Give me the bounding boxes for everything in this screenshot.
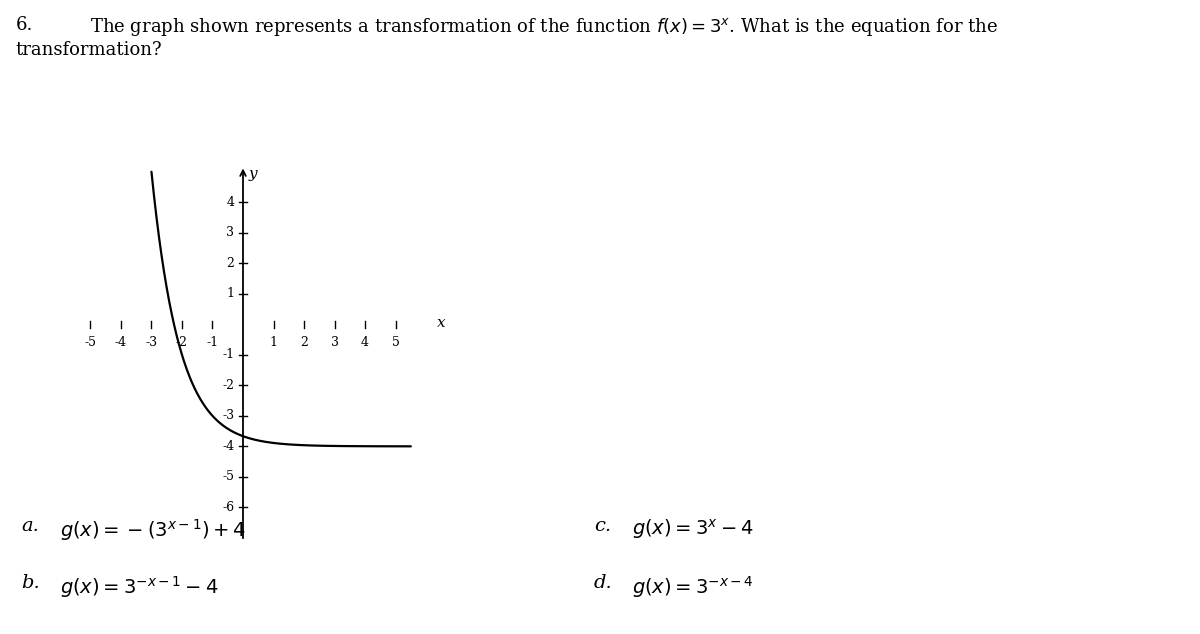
Text: 4: 4 <box>361 336 370 349</box>
Text: 3: 3 <box>227 226 234 239</box>
Text: b.: b. <box>22 574 41 592</box>
Text: -5: -5 <box>84 336 96 349</box>
Text: -4: -4 <box>222 440 234 453</box>
Text: x: x <box>437 316 445 330</box>
Text: -6: -6 <box>222 501 234 514</box>
Text: 1: 1 <box>227 287 234 301</box>
Text: y: y <box>248 167 257 181</box>
Text: $g(x) = 3^{-x-4}$: $g(x) = 3^{-x-4}$ <box>632 574 754 600</box>
Text: The graph shown represents a transformation of the function $\mathit{f}(\mathit{: The graph shown represents a transformat… <box>90 16 998 38</box>
Text: -4: -4 <box>115 336 127 349</box>
Text: -2: -2 <box>222 379 234 392</box>
Text: c.: c. <box>594 517 611 534</box>
Text: -3: -3 <box>222 410 234 422</box>
Text: -3: -3 <box>145 336 157 349</box>
Text: 2: 2 <box>227 257 234 269</box>
Text: -2: -2 <box>176 336 188 349</box>
Text: 4: 4 <box>227 196 234 209</box>
Text: 1: 1 <box>270 336 277 349</box>
Text: -1: -1 <box>206 336 218 349</box>
Text: d.: d. <box>594 574 613 592</box>
Text: 5: 5 <box>391 336 400 349</box>
Text: $g(x) = 3^{x} - 4$: $g(x) = 3^{x} - 4$ <box>632 517 754 541</box>
Text: transformation?: transformation? <box>16 41 162 59</box>
Text: -1: -1 <box>222 348 234 361</box>
Text: 6.: 6. <box>16 16 32 34</box>
Text: 3: 3 <box>330 336 338 349</box>
Text: $g(x) = -\left(3^{x-1}\right) + 4$: $g(x) = -\left(3^{x-1}\right) + 4$ <box>60 517 246 543</box>
Text: -5: -5 <box>222 470 234 483</box>
Text: 2: 2 <box>300 336 308 349</box>
Text: $g(x) = 3^{-x-1} - 4$: $g(x) = 3^{-x-1} - 4$ <box>60 574 218 600</box>
Text: a.: a. <box>22 517 40 534</box>
